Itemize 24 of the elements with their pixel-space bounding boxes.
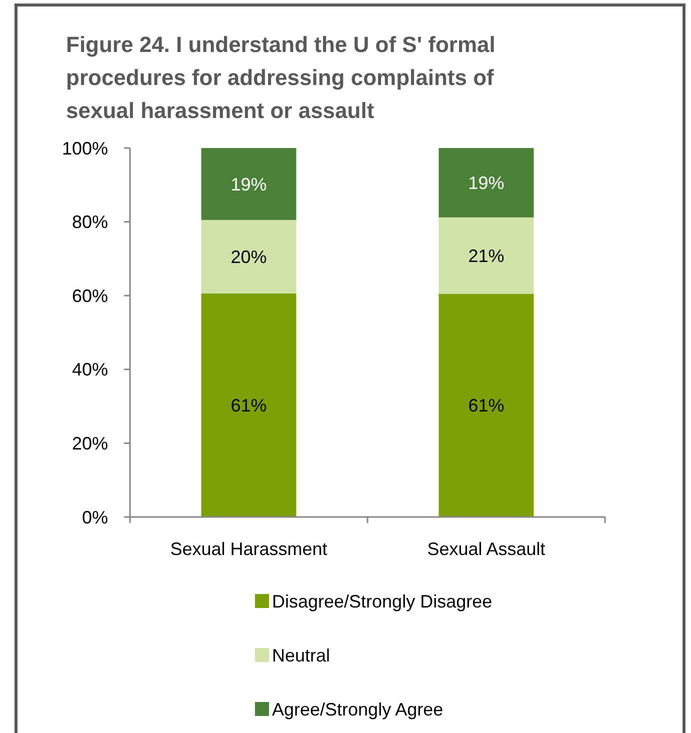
y-tick-label: 20% [72,434,108,454]
x-tick-label: Sexual Assault [427,539,546,559]
y-tick-label: 60% [72,286,108,306]
bar [201,220,296,294]
y-tick-label: 100% [62,138,108,158]
bar [438,294,534,517]
chart-title: Figure 24. I understand the U of S' formal procedures for addressing complaints of sexual harassment or assault [66,32,496,123]
data-label: 19% [468,172,504,193]
bar [201,148,296,220]
bar [438,148,534,218]
data-label: 19% [230,174,267,194]
legend-label: Agree/Strongly Agree [272,699,444,720]
data-label: 61% [230,395,267,416]
bar [201,293,296,517]
y-tick-label: 40% [72,360,108,380]
bar [438,217,534,294]
y-tick-label: 80% [72,212,108,232]
x-tick-label: Sexual Harassment [170,539,328,559]
data-label: 61% [468,396,504,416]
data-label: 21% [468,246,504,266]
y-tick-label: 0% [82,507,108,528]
legend-label: Disagree/Strongly Disagree [272,591,492,612]
data-label: 20% [230,246,267,267]
legend-label: Neutral [272,645,330,666]
